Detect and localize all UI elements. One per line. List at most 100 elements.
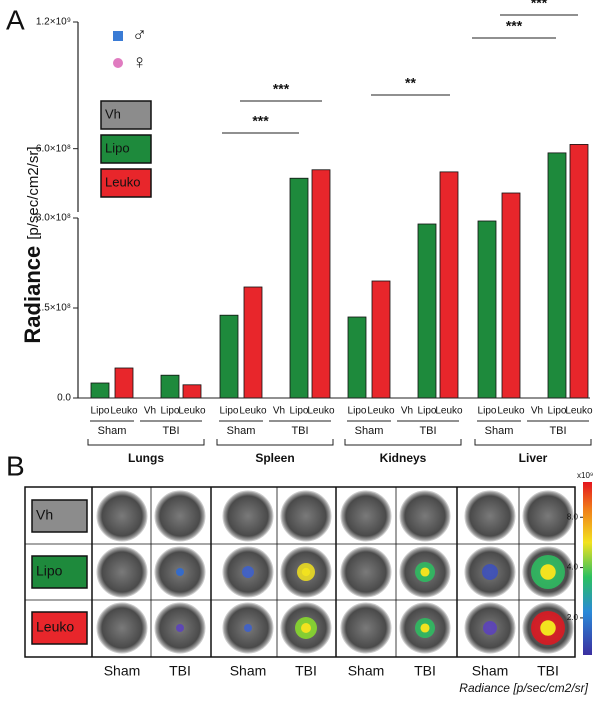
column-label: Sham <box>472 663 509 679</box>
y-tick-label: 0.0 <box>57 393 71 404</box>
dish-image <box>96 602 148 654</box>
y-tick-label: 6.0×10⁸ <box>36 143 71 154</box>
bar <box>439 171 459 399</box>
x-tick-label: Lipo <box>548 406 567 417</box>
bar <box>417 223 437 399</box>
bar <box>371 280 391 399</box>
dish-image <box>96 546 148 598</box>
colorbar-tick-label: 2.0 <box>567 613 579 622</box>
x-tick-label: Vh <box>144 406 156 417</box>
x-tick-label: Leuko <box>239 406 267 417</box>
caption: Radiance [p/sec/cm2/sr] <box>459 681 588 695</box>
bracket <box>216 439 334 446</box>
signal <box>540 620 556 636</box>
y-tick-label: 1.2×10⁹ <box>36 17 71 28</box>
y-tick-label: 3.0×10⁸ <box>36 213 71 224</box>
dish-image <box>222 490 274 542</box>
column-label: Sham <box>104 663 141 679</box>
condition-label: TBI <box>419 425 436 437</box>
colorbar-tick-label: 8.0 <box>567 512 579 521</box>
bar <box>114 367 134 399</box>
row-box <box>31 555 88 589</box>
legend-box <box>100 134 152 164</box>
condition-label: Sham <box>355 425 384 437</box>
condition-label: TBI <box>162 425 179 437</box>
x-tick-label: Leuko <box>367 406 395 417</box>
column-label: TBI <box>537 663 559 679</box>
dish-image <box>96 490 148 542</box>
column-label: TBI <box>414 663 436 679</box>
x-tick-label: Lipo <box>91 406 110 417</box>
row-label: Vh <box>36 507 53 523</box>
x-tick-label: Leuko <box>110 406 138 417</box>
y-axis-label: Radiance[p/sec/cm2/sr] <box>20 146 45 343</box>
bar <box>219 314 239 399</box>
bar <box>289 177 309 399</box>
legend-label: ♂ <box>132 24 147 46</box>
significance-label: ** <box>405 75 416 91</box>
signal <box>540 564 556 580</box>
x-tick-label: Lipo <box>418 406 437 417</box>
colorbar <box>583 482 592 655</box>
x-tick-label: Leuko <box>435 406 463 417</box>
image-frame <box>24 486 576 658</box>
legend-box <box>100 168 152 198</box>
dish-image <box>399 490 451 542</box>
x-tick-label: Vh <box>531 406 543 417</box>
row-label: Lipo <box>36 563 63 579</box>
row-box <box>31 499 88 533</box>
x-tick-label: Lipo <box>161 406 180 417</box>
dish-image <box>340 602 392 654</box>
x-tick-label: Lipo <box>220 406 239 417</box>
x-tick-label: Vh <box>273 406 285 417</box>
signal <box>483 621 497 635</box>
signal <box>242 566 254 578</box>
x-tick-label: Lipo <box>290 406 309 417</box>
x-tick-label: Lipo <box>348 406 367 417</box>
signal <box>420 567 430 577</box>
x-tick-label: Leuko <box>565 406 593 417</box>
signal <box>301 567 311 577</box>
legend-marker <box>113 58 123 68</box>
signal <box>482 564 498 580</box>
bar <box>160 374 180 399</box>
condition-label: TBI <box>549 425 566 437</box>
legend-box <box>100 100 152 130</box>
condition-label: TBI <box>291 425 308 437</box>
panel-letter: B <box>6 450 25 481</box>
colorbar-tick-label: 4.0 <box>567 563 579 572</box>
bracket <box>344 439 462 446</box>
legend-label: Lipo <box>105 140 130 155</box>
legend-label: ♀ <box>132 51 147 73</box>
dish-image <box>522 490 574 542</box>
organ-label: Liver <box>519 451 548 465</box>
bar <box>501 192 521 399</box>
organ-label: Spleen <box>255 451 294 465</box>
column-label: Sham <box>348 663 385 679</box>
significance-label: *** <box>273 81 290 97</box>
y-tick-label: 1.5×10⁸ <box>36 303 71 314</box>
bar <box>547 152 567 399</box>
bar <box>243 286 263 399</box>
x-tick-label: Leuko <box>497 406 525 417</box>
bar <box>311 169 331 399</box>
legend-marker <box>113 31 123 41</box>
bar <box>569 144 589 399</box>
condition-label: Sham <box>98 425 127 437</box>
bar <box>90 382 110 399</box>
colorbar-scale: x10⁹ <box>577 471 593 480</box>
significance-label: *** <box>506 18 523 34</box>
legend-label: Vh <box>105 106 121 121</box>
signal <box>420 623 430 633</box>
condition-label: Sham <box>485 425 514 437</box>
dish-image <box>340 546 392 598</box>
signal <box>301 623 311 633</box>
column-label: TBI <box>295 663 317 679</box>
dish-image <box>464 490 516 542</box>
bar <box>477 220 497 399</box>
dish-image <box>340 490 392 542</box>
column-label: TBI <box>169 663 191 679</box>
row-label: Leuko <box>36 619 74 635</box>
dish-image <box>280 490 332 542</box>
x-tick-label: Lipo <box>478 406 497 417</box>
